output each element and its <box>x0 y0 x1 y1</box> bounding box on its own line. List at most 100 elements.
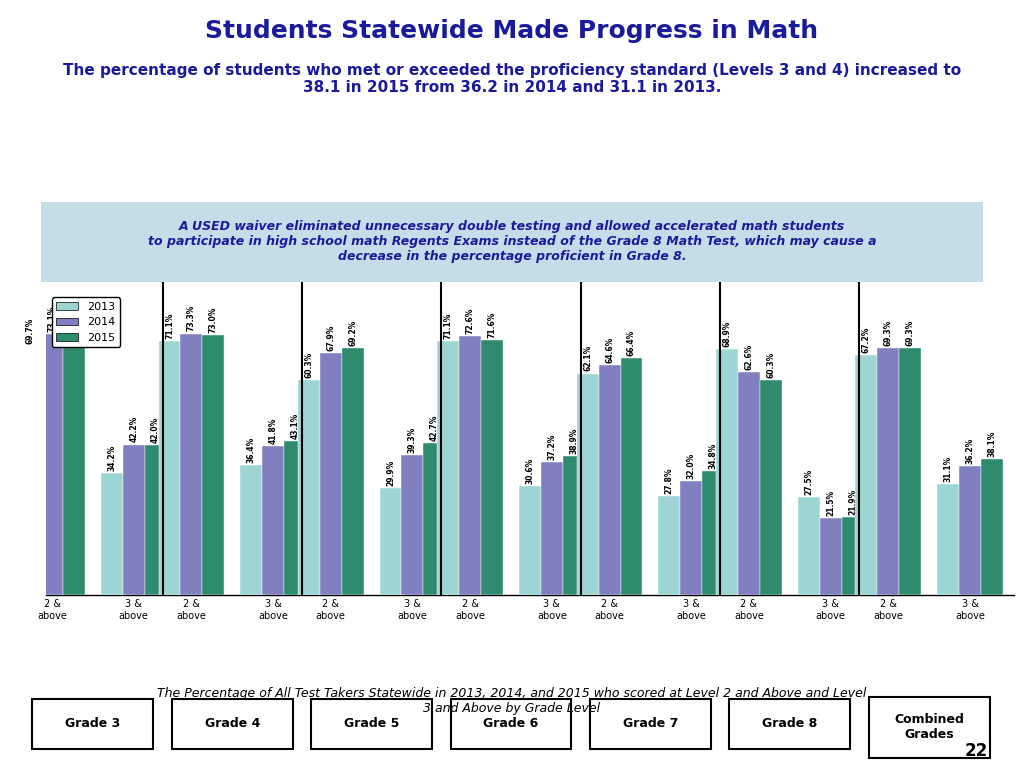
Text: 68.9%: 68.9% <box>723 321 731 347</box>
Text: Grade 6: Grade 6 <box>483 717 539 730</box>
Text: 71.1%: 71.1% <box>165 313 174 339</box>
Text: 73.3%: 73.3% <box>187 305 196 332</box>
Text: 69.3%: 69.3% <box>905 319 914 346</box>
Bar <box>284 442 306 595</box>
Text: 3 &
above: 3 & above <box>816 599 846 621</box>
Bar <box>855 356 878 595</box>
Bar <box>842 517 863 595</box>
Bar <box>878 348 899 595</box>
Bar <box>680 481 702 595</box>
Bar <box>563 456 585 595</box>
Bar <box>541 462 563 595</box>
Bar <box>981 459 1002 595</box>
Bar <box>621 358 642 595</box>
Bar <box>298 380 319 595</box>
Bar <box>519 486 541 595</box>
Text: 42.2%: 42.2% <box>129 416 138 442</box>
Text: Students Statewide Made Progress in Math: Students Statewide Made Progress in Math <box>206 19 818 43</box>
Text: 27.8%: 27.8% <box>665 468 674 494</box>
Text: 22: 22 <box>965 743 988 760</box>
Bar <box>899 348 922 595</box>
Text: A USED waiver eliminated unnecessary double testing and allowed accelerated math: A USED waiver eliminated unnecessary dou… <box>147 220 877 263</box>
Text: 34.8%: 34.8% <box>709 442 718 468</box>
Bar <box>63 338 85 595</box>
Text: 2 &
above: 2 & above <box>176 599 207 621</box>
Text: 36.2%: 36.2% <box>966 438 975 464</box>
Bar <box>123 445 144 595</box>
Bar <box>380 488 401 595</box>
Bar <box>819 518 842 595</box>
Bar <box>203 335 224 595</box>
Bar <box>342 348 364 595</box>
Bar <box>716 349 738 595</box>
Text: 64.6%: 64.6% <box>605 336 614 362</box>
Text: 32.0%: 32.0% <box>687 452 695 479</box>
Bar <box>401 455 423 595</box>
Bar <box>319 353 342 595</box>
Text: 73.1%: 73.1% <box>47 306 56 333</box>
Text: Combined
Grades: Combined Grades <box>894 713 964 741</box>
Text: 31.1%: 31.1% <box>943 456 952 482</box>
Text: 3 &
above: 3 & above <box>119 599 148 621</box>
Text: Grade 8: Grade 8 <box>762 717 817 730</box>
Text: 71.6%: 71.6% <box>487 311 497 337</box>
Text: Grade 4: Grade 4 <box>205 717 260 730</box>
Text: 71.1%: 71.1% <box>443 313 453 339</box>
Text: 38.1%: 38.1% <box>987 431 996 457</box>
Bar <box>459 336 481 595</box>
Bar <box>481 339 503 595</box>
Text: 30.6%: 30.6% <box>525 458 535 484</box>
Text: 34.2%: 34.2% <box>108 445 117 471</box>
Bar <box>19 346 41 595</box>
Text: 3 &
above: 3 & above <box>258 599 288 621</box>
Text: 39.3%: 39.3% <box>408 426 417 453</box>
Text: 62.1%: 62.1% <box>583 345 592 372</box>
Text: Grade 5: Grade 5 <box>344 717 399 730</box>
Bar <box>760 380 781 595</box>
Text: 73.0%: 73.0% <box>209 306 218 333</box>
Text: 2 &
above: 2 & above <box>595 599 625 621</box>
Text: 60.3%: 60.3% <box>304 352 313 378</box>
Bar <box>262 446 284 595</box>
Bar <box>738 372 760 595</box>
Text: 27.5%: 27.5% <box>804 468 813 495</box>
Text: 72.6%: 72.6% <box>466 307 475 334</box>
Bar <box>798 497 819 595</box>
Text: 37.2%: 37.2% <box>547 434 556 460</box>
Text: Grade 3: Grade 3 <box>66 717 121 730</box>
Text: 3 &
above: 3 & above <box>955 599 985 621</box>
Bar <box>959 466 981 595</box>
Bar <box>658 496 680 595</box>
Text: The percentage of students who met or exceeded the proficiency standard (Levels : The percentage of students who met or ex… <box>62 63 962 95</box>
Bar <box>180 333 203 595</box>
Text: The Percentage of All Test Takers Statewide in 2013, 2014, and 2015 who scored a: The Percentage of All Test Takers Statew… <box>158 687 866 715</box>
Text: 60.3%: 60.3% <box>766 352 775 378</box>
Text: 2 &
above: 2 & above <box>37 599 67 621</box>
Text: 69.2%: 69.2% <box>348 319 357 346</box>
Text: 66.4%: 66.4% <box>627 329 636 356</box>
Bar <box>437 342 459 595</box>
Bar <box>41 334 63 595</box>
Bar <box>577 373 599 595</box>
Text: 69.7%: 69.7% <box>26 318 35 344</box>
Text: 3 &
above: 3 & above <box>676 599 707 621</box>
Bar <box>144 445 167 595</box>
Text: 36.4%: 36.4% <box>247 437 256 463</box>
Bar <box>702 471 724 595</box>
Text: 72.1%: 72.1% <box>70 310 79 336</box>
Text: 29.9%: 29.9% <box>386 460 395 486</box>
Legend: 2013, 2014, 2015: 2013, 2014, 2015 <box>51 297 120 347</box>
Text: 42.0%: 42.0% <box>152 417 160 443</box>
Text: 3 &
above: 3 & above <box>397 599 427 621</box>
Text: 2 &
above: 2 & above <box>873 599 903 621</box>
Text: 3 &
above: 3 & above <box>537 599 566 621</box>
Text: 62.6%: 62.6% <box>744 343 754 369</box>
Text: Grade 7: Grade 7 <box>623 717 678 730</box>
Text: 67.2%: 67.2% <box>862 327 871 353</box>
Text: 42.7%: 42.7% <box>430 414 439 441</box>
Bar <box>159 342 180 595</box>
Bar <box>241 465 262 595</box>
Text: 41.8%: 41.8% <box>268 418 278 444</box>
Text: 21.9%: 21.9% <box>848 488 857 515</box>
Bar <box>100 473 123 595</box>
